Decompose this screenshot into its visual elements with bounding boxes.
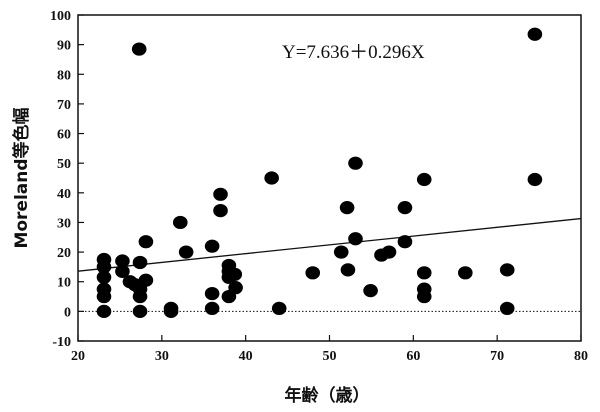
data-point — [115, 264, 130, 278]
data-point — [228, 281, 243, 295]
data-point — [305, 266, 321, 280]
x-tick-label: 30 — [155, 349, 169, 364]
data-point — [339, 201, 355, 215]
data-point — [115, 254, 130, 268]
data-point — [96, 270, 112, 284]
data-point — [132, 255, 148, 270]
y-tick-label: 10 — [57, 276, 71, 291]
y-tick-label: 100 — [50, 9, 71, 24]
data-point — [138, 273, 154, 287]
data-point — [213, 187, 228, 201]
y-tick-label: 80 — [57, 68, 71, 83]
data-point — [131, 42, 147, 56]
y-tick-label: 90 — [57, 39, 71, 54]
y-tick-label: 50 — [57, 157, 71, 172]
data-point — [340, 263, 356, 277]
data-point — [213, 204, 228, 218]
data-point — [96, 289, 112, 304]
data-point — [138, 235, 154, 249]
data-point — [348, 232, 363, 246]
data-point — [499, 301, 515, 315]
regression-equation: Y=7.636＋0.296X — [282, 42, 425, 63]
data-point — [363, 284, 378, 298]
y-tick-label: -10 — [52, 335, 71, 350]
regression-line — [77, 217, 582, 272]
y-axis-ticks: -10 0 10 20 30 40 50 60 70 80 90 100 — [50, 9, 84, 350]
data-point — [264, 171, 279, 185]
data-point — [381, 245, 397, 259]
data-point — [204, 239, 220, 253]
data-point — [397, 201, 413, 215]
data-points — [96, 27, 543, 318]
x-axis-title: 年齢（歳） — [285, 385, 370, 406]
data-point — [132, 289, 148, 304]
data-point — [204, 286, 220, 301]
data-point — [416, 289, 432, 304]
y-tick-label: 40 — [57, 187, 71, 202]
data-point — [96, 260, 112, 274]
y-tick-label: 60 — [57, 128, 71, 143]
y-tick-label: 30 — [57, 216, 71, 231]
x-tick-label: 20 — [71, 349, 85, 364]
x-tick-label: 60 — [406, 349, 420, 364]
data-point — [227, 267, 243, 281]
x-tick-label: 70 — [490, 349, 504, 364]
data-point — [271, 301, 287, 315]
y-tick-label: 20 — [57, 246, 71, 261]
plot-frame — [77, 14, 582, 342]
x-axis-ticks: 20 30 40 50 60 70 80 — [71, 335, 588, 364]
x-tick-label: 80 — [574, 349, 588, 364]
data-point — [458, 266, 473, 280]
data-point — [132, 304, 148, 318]
y-tick-label: 70 — [57, 98, 71, 113]
data-point — [416, 172, 432, 187]
x-tick-label: 50 — [323, 349, 337, 364]
data-point — [172, 215, 188, 230]
data-point — [416, 266, 432, 280]
data-point — [333, 245, 349, 259]
data-point — [96, 304, 112, 318]
x-tick-label: 40 — [239, 349, 253, 364]
data-point — [178, 245, 194, 259]
data-point — [499, 263, 515, 277]
data-point — [397, 235, 413, 249]
y-axis-title: Moreland等色幅 — [11, 107, 32, 248]
data-point — [527, 172, 543, 187]
data-point — [348, 156, 363, 170]
data-point — [163, 304, 179, 318]
data-point — [204, 301, 220, 315]
data-point — [527, 27, 543, 41]
y-tick-label: 0 — [64, 305, 71, 320]
